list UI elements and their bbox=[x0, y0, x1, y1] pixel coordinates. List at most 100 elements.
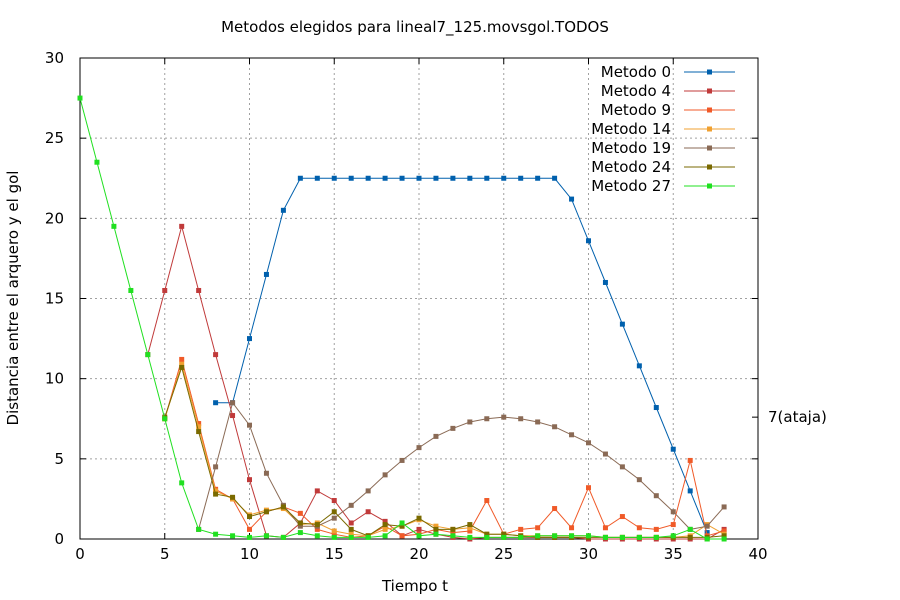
data-point bbox=[213, 400, 219, 406]
data-point bbox=[196, 421, 202, 427]
data-point bbox=[704, 536, 710, 542]
data-point bbox=[687, 534, 693, 540]
data-point bbox=[247, 336, 252, 342]
series-line bbox=[147, 224, 725, 540]
legend-marker bbox=[707, 69, 712, 75]
data-point bbox=[467, 525, 473, 531]
data-point bbox=[670, 533, 676, 539]
legend-label: Metodo 24 bbox=[591, 158, 671, 176]
data-point bbox=[653, 493, 659, 499]
data-point bbox=[263, 470, 269, 476]
data-point bbox=[196, 429, 202, 435]
data-point bbox=[297, 523, 303, 529]
data-point bbox=[704, 530, 710, 536]
x-tick-label: 20 bbox=[409, 545, 428, 563]
data-point bbox=[467, 528, 473, 534]
data-point bbox=[619, 514, 625, 520]
legend-marker bbox=[707, 126, 712, 132]
data-point bbox=[653, 405, 659, 411]
data-point bbox=[331, 531, 337, 537]
data-point bbox=[416, 533, 422, 539]
data-point bbox=[636, 363, 642, 369]
data-point bbox=[687, 457, 693, 463]
data-point bbox=[331, 528, 337, 534]
data-point bbox=[586, 533, 591, 539]
data-point bbox=[416, 175, 422, 181]
data-point bbox=[535, 533, 541, 539]
data-point bbox=[602, 525, 608, 531]
data-point bbox=[263, 509, 269, 515]
x-tick-label: 40 bbox=[748, 545, 767, 563]
data-point bbox=[128, 287, 134, 293]
data-point bbox=[263, 271, 269, 277]
data-point bbox=[179, 356, 185, 362]
data-point bbox=[297, 510, 303, 516]
data-point bbox=[94, 159, 100, 165]
x-tick-label: 35 bbox=[664, 545, 683, 563]
x-tick-label: 15 bbox=[325, 545, 344, 563]
data-point bbox=[331, 534, 337, 540]
data-point bbox=[280, 207, 286, 213]
data-point bbox=[382, 175, 388, 181]
data-point bbox=[247, 477, 252, 483]
data-point bbox=[670, 446, 676, 452]
data-point bbox=[653, 526, 659, 532]
data-point bbox=[382, 518, 388, 524]
data-point bbox=[314, 175, 320, 181]
y-tick-label: 20 bbox=[45, 209, 64, 227]
x-tick-label: 0 bbox=[75, 545, 85, 563]
data-point bbox=[450, 530, 456, 536]
data-point bbox=[501, 414, 507, 420]
data-point bbox=[179, 361, 185, 367]
data-point bbox=[721, 536, 727, 542]
series-6 bbox=[77, 95, 727, 542]
x-tick-label: 10 bbox=[240, 545, 259, 563]
x-tick-label: 5 bbox=[160, 545, 170, 563]
data-point bbox=[196, 287, 202, 293]
data-point bbox=[162, 287, 168, 293]
data-point bbox=[399, 523, 405, 529]
data-point bbox=[636, 534, 642, 540]
data-point bbox=[416, 526, 422, 532]
legend-label: Metodo 0 bbox=[601, 63, 671, 81]
data-point bbox=[179, 223, 185, 229]
data-point bbox=[484, 531, 490, 537]
data-point bbox=[569, 432, 575, 438]
data-point bbox=[670, 522, 676, 528]
data-point bbox=[501, 175, 507, 181]
x-axis-label: Tiempo t bbox=[381, 577, 448, 595]
data-point bbox=[382, 526, 388, 532]
data-point bbox=[314, 526, 320, 532]
data-point bbox=[653, 534, 659, 540]
data-point bbox=[433, 531, 439, 537]
data-point bbox=[535, 525, 541, 531]
data-point bbox=[433, 175, 439, 181]
data-point bbox=[619, 321, 625, 327]
data-point bbox=[213, 491, 219, 497]
x-tick-label: 30 bbox=[579, 545, 598, 563]
data-point bbox=[196, 424, 202, 430]
data-point bbox=[399, 533, 405, 539]
data-point bbox=[230, 494, 236, 500]
legend-marker bbox=[707, 88, 712, 94]
data-point bbox=[247, 526, 252, 532]
data-point bbox=[179, 364, 185, 370]
data-point bbox=[399, 175, 405, 181]
legend-label: Metodo 14 bbox=[591, 120, 671, 138]
data-point bbox=[552, 175, 558, 181]
y-tick-label: 5 bbox=[54, 450, 64, 468]
data-point bbox=[230, 413, 236, 419]
data-point bbox=[247, 514, 252, 520]
data-point bbox=[230, 533, 236, 539]
data-point bbox=[297, 175, 303, 181]
data-point bbox=[535, 419, 541, 425]
data-point bbox=[348, 526, 354, 532]
data-point bbox=[213, 488, 219, 494]
data-point bbox=[501, 531, 507, 537]
data-point bbox=[280, 534, 286, 540]
data-point bbox=[331, 175, 337, 181]
data-point bbox=[721, 504, 727, 510]
data-point bbox=[552, 424, 558, 430]
data-point bbox=[450, 533, 456, 539]
